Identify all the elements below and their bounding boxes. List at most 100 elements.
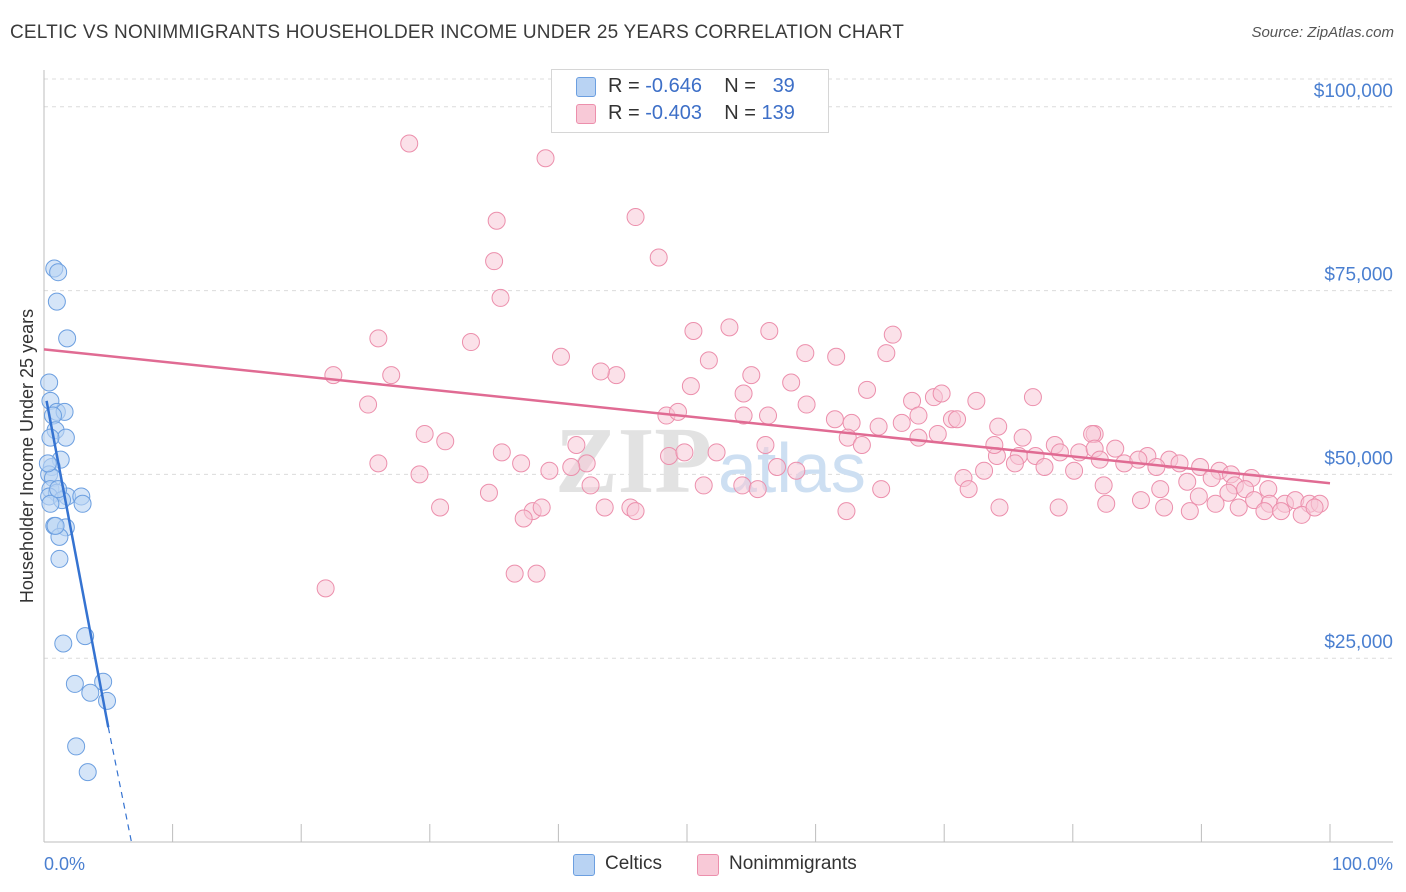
nonimmigrants-point: [410, 465, 429, 484]
celtics-point: [40, 373, 59, 392]
nonimmigrants-point: [369, 454, 388, 473]
nonimmigrants-point: [734, 406, 753, 425]
nonimmigrants-point: [1023, 388, 1042, 407]
nonimmigrants-point: [626, 208, 645, 227]
nonimmigrants-point: [759, 406, 778, 425]
nonimmigrants-point: [699, 351, 718, 370]
source-label: Source: ZipAtlas.com: [1251, 24, 1394, 41]
nonimmigrants-point: [787, 461, 806, 480]
nonimmigrants-point: [842, 413, 861, 432]
nonimmigrants-point: [562, 458, 581, 477]
nonimmigrants-point: [909, 428, 928, 447]
nonimmigrants-point: [567, 435, 586, 454]
nonimmigrants-point: [909, 406, 928, 425]
celtics-point: [47, 292, 66, 311]
nonimmigrants-point: [733, 476, 752, 495]
nonimmigrants-point: [684, 322, 703, 341]
nonimmigrants-point: [514, 509, 533, 528]
celtics-point: [54, 634, 73, 653]
nonimmigrants-point: [837, 502, 856, 521]
nonimmigrants-point: [1255, 502, 1274, 521]
nonimmigrants-point: [532, 498, 551, 517]
n-value: 39: [772, 75, 795, 97]
nonimmigrants-point: [707, 443, 726, 462]
celtics-point: [67, 737, 86, 756]
nonimmigrants-point: [1229, 498, 1248, 517]
nonimmigrants-point: [948, 410, 967, 429]
trend-lines: [43, 348, 1331, 843]
nonimmigrants-point: [431, 498, 450, 517]
nonimmigrants-point: [316, 579, 335, 598]
nonimmigrants-point: [649, 248, 668, 267]
nonimmigrants-point: [883, 325, 902, 344]
nonimmigrants-point: [742, 366, 761, 385]
r-value: -0.403: [645, 102, 702, 124]
nonimmigrants-point: [461, 333, 480, 352]
nonimmigrants-point: [959, 480, 978, 499]
nonimmigrants-point: [1013, 428, 1032, 447]
nonimmigrants-point: [827, 347, 846, 366]
legend-label: Celtics: [605, 853, 663, 874]
celtics-point: [65, 674, 84, 693]
y-tick-label: $75,000: [1324, 265, 1393, 286]
nonimmigrants-point: [577, 454, 596, 473]
nonimmigrants-point: [1065, 461, 1084, 480]
celtics-point: [49, 263, 68, 282]
nonimmigrants-point: [675, 443, 694, 462]
nonimmigrants-point: [681, 377, 700, 396]
nonimmigrants-point: [1129, 450, 1148, 469]
nonimmigrants-point: [540, 461, 559, 480]
nonimmigrants-point: [505, 564, 524, 583]
nonimmigrants-point: [359, 395, 378, 414]
y-tick-labels: $25,000 $50,000 $75,000 $100,000: [1314, 81, 1393, 653]
nonimmigrants-point: [734, 384, 753, 403]
nonimmigrants-point: [1083, 424, 1102, 443]
nonimmigrants-point: [492, 443, 511, 462]
nonimmigrants-point: [1219, 483, 1238, 502]
celtics-point: [78, 763, 97, 782]
celtics-point: [56, 428, 75, 447]
celtics-point: [73, 494, 92, 513]
y-tick-label: $50,000: [1324, 448, 1393, 469]
nonimmigrants-point: [852, 435, 871, 454]
celtics-swatch: [576, 77, 596, 97]
nonimmigrants-swatch: [697, 854, 719, 876]
nonimmigrants-point: [932, 384, 951, 403]
x-tick-labels: 0.0% 100.0%: [44, 854, 1393, 874]
nonimmigrants-point: [369, 329, 388, 348]
r-value: -0.646: [645, 75, 702, 97]
nonimmigrants-point: [928, 424, 947, 443]
celtics-point: [46, 516, 65, 535]
nonimmigrants-point: [877, 344, 896, 363]
nonimmigrants-point: [1049, 498, 1068, 517]
nonimmigrants-point: [1180, 502, 1199, 521]
nonimmigrants-point: [989, 417, 1008, 436]
r-label: R =: [608, 102, 640, 124]
n-label: N =: [724, 75, 756, 97]
nonimmigrants-point: [760, 322, 779, 341]
nonimmigrants-point: [595, 498, 614, 517]
celtics-trend-extension: [107, 727, 133, 843]
legend-label: Nonimmigrants: [729, 853, 857, 874]
y-tick-label: $25,000: [1324, 632, 1393, 653]
nonimmigrants-swatch: [576, 104, 596, 124]
chart-title: CELTIC VS NONIMMIGRANTS HOUSEHOLDER INCO…: [10, 22, 905, 43]
nonimmigrants-point: [668, 402, 687, 421]
nonimmigrants-point: [536, 149, 555, 168]
correlation-legend: R = -0.646 N = 39 R = -0.403 N = 139: [551, 69, 829, 133]
nonimmigrants-point: [748, 480, 767, 499]
n-label: N =: [724, 102, 756, 124]
nonimmigrants-point: [694, 476, 713, 495]
celtics-swatch: [573, 854, 595, 876]
nonimmigrants-point: [720, 318, 739, 337]
celtics-point: [38, 454, 57, 473]
nonimmigrants-point: [1202, 469, 1221, 488]
nonimmigrants-point: [659, 447, 678, 465]
nonimmigrants-point: [487, 211, 506, 230]
celtics-trend-line: [45, 400, 110, 728]
nonimmigrants-point: [1305, 498, 1324, 517]
nonimmigrants-point: [485, 252, 504, 271]
nonimmigrants-point: [872, 480, 891, 499]
nonimmigrants-point: [782, 373, 801, 392]
nonimmigrants-point: [1050, 443, 1069, 462]
